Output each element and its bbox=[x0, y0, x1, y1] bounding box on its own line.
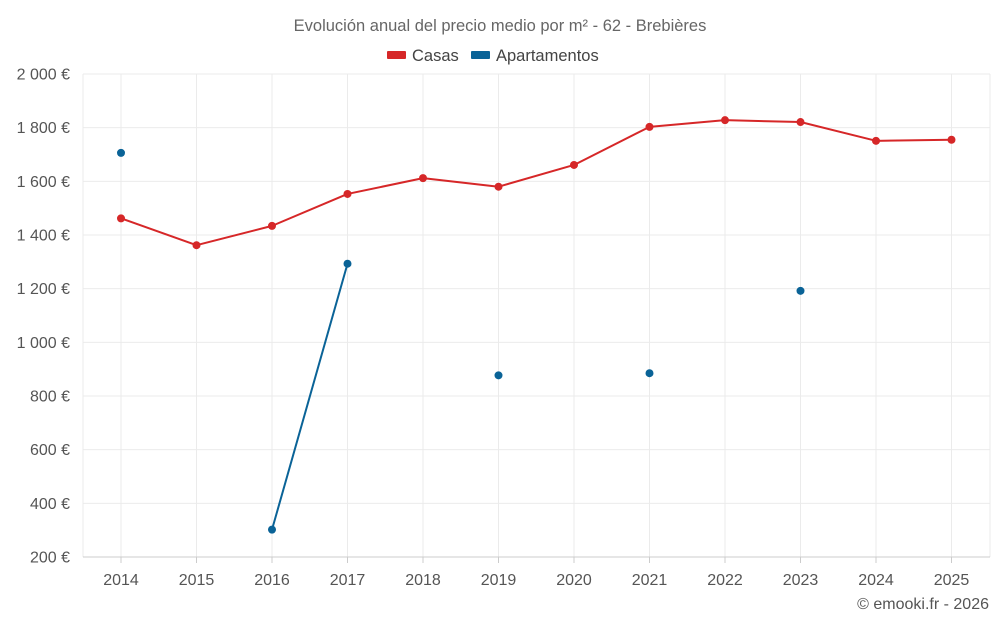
legend: Casas Apartamentos bbox=[387, 47, 599, 65]
legend-swatch-apartamentos bbox=[471, 51, 490, 59]
data-point-casas[interactable] bbox=[796, 118, 805, 127]
legend-label-casas: Casas bbox=[412, 47, 459, 65]
credit-text: © emooki.fr - 2026 bbox=[857, 596, 989, 613]
data-point-apartamentos[interactable] bbox=[494, 371, 503, 380]
data-point-apartamentos[interactable] bbox=[343, 259, 352, 268]
data-point-casas[interactable] bbox=[872, 136, 880, 145]
data-point-apartamentos[interactable] bbox=[796, 286, 805, 295]
x-tick-label: 2014 bbox=[103, 572, 139, 589]
y-tick-label: 1 800 € bbox=[17, 120, 70, 137]
legend-swatch-casas bbox=[387, 51, 406, 59]
legend-item-casas[interactable]: Casas bbox=[387, 47, 459, 65]
y-tick-label: 400 € bbox=[30, 496, 70, 513]
data-point-casas[interactable] bbox=[570, 160, 578, 169]
y-tick-label: 1 400 € bbox=[17, 228, 70, 245]
y-tick-label: 1 600 € bbox=[17, 174, 70, 191]
x-tick-label: 2017 bbox=[330, 572, 366, 589]
data-point-casas[interactable] bbox=[645, 122, 654, 131]
data-point-casas[interactable] bbox=[494, 182, 503, 191]
legend-item-apartamentos[interactable]: Apartamentos bbox=[471, 47, 599, 65]
data-point-casas[interactable] bbox=[117, 214, 125, 223]
chart-title: Evolución anual del precio medio por m² … bbox=[294, 17, 707, 35]
data-point-casas[interactable] bbox=[343, 189, 352, 198]
series-apartamentos bbox=[117, 148, 805, 534]
data-point-casas[interactable] bbox=[419, 174, 427, 183]
x-tick-label: 2023 bbox=[783, 572, 819, 589]
grid bbox=[82, 73, 991, 557]
axes: 200 € 400 € 600 € 800 € 1 000 € 1 200 € 1 400 … bbox=[17, 67, 990, 589]
data-point-casas[interactable] bbox=[721, 116, 729, 125]
x-tick-label: 2016 bbox=[254, 572, 290, 589]
x-tick-label: 2018 bbox=[405, 572, 441, 589]
y-tick-label: 600 € bbox=[30, 442, 70, 459]
x-tick-label: 2025 bbox=[934, 572, 970, 589]
data-point-apartamentos[interactable] bbox=[268, 525, 276, 534]
x-tick-label: 2020 bbox=[556, 572, 592, 589]
y-tick-label: 800 € bbox=[30, 389, 70, 406]
data-point-apartamentos[interactable] bbox=[117, 148, 125, 157]
y-tick-label: 1 200 € bbox=[17, 281, 70, 298]
y-tick-label: 2 000 € bbox=[17, 67, 70, 84]
data-point-casas[interactable] bbox=[192, 241, 201, 250]
data-point-casas[interactable] bbox=[947, 135, 956, 144]
x-tick-label: 2015 bbox=[179, 572, 215, 589]
series-line-apartamentos bbox=[271, 262, 349, 531]
x-tick-label: 2022 bbox=[707, 572, 743, 589]
y-tick-label: 1 000 € bbox=[17, 335, 70, 352]
x-tick-label: 2019 bbox=[481, 572, 517, 589]
y-tick-label: 200 € bbox=[30, 550, 70, 567]
series bbox=[117, 116, 956, 534]
series-line-casas bbox=[120, 119, 953, 247]
x-tick-label: 2024 bbox=[858, 572, 894, 589]
series-casas bbox=[117, 116, 956, 250]
legend-label-apartamentos: Apartamentos bbox=[496, 47, 599, 65]
data-point-apartamentos[interactable] bbox=[645, 369, 654, 378]
data-point-casas[interactable] bbox=[268, 221, 276, 230]
x-tick-label: 2021 bbox=[632, 572, 668, 589]
